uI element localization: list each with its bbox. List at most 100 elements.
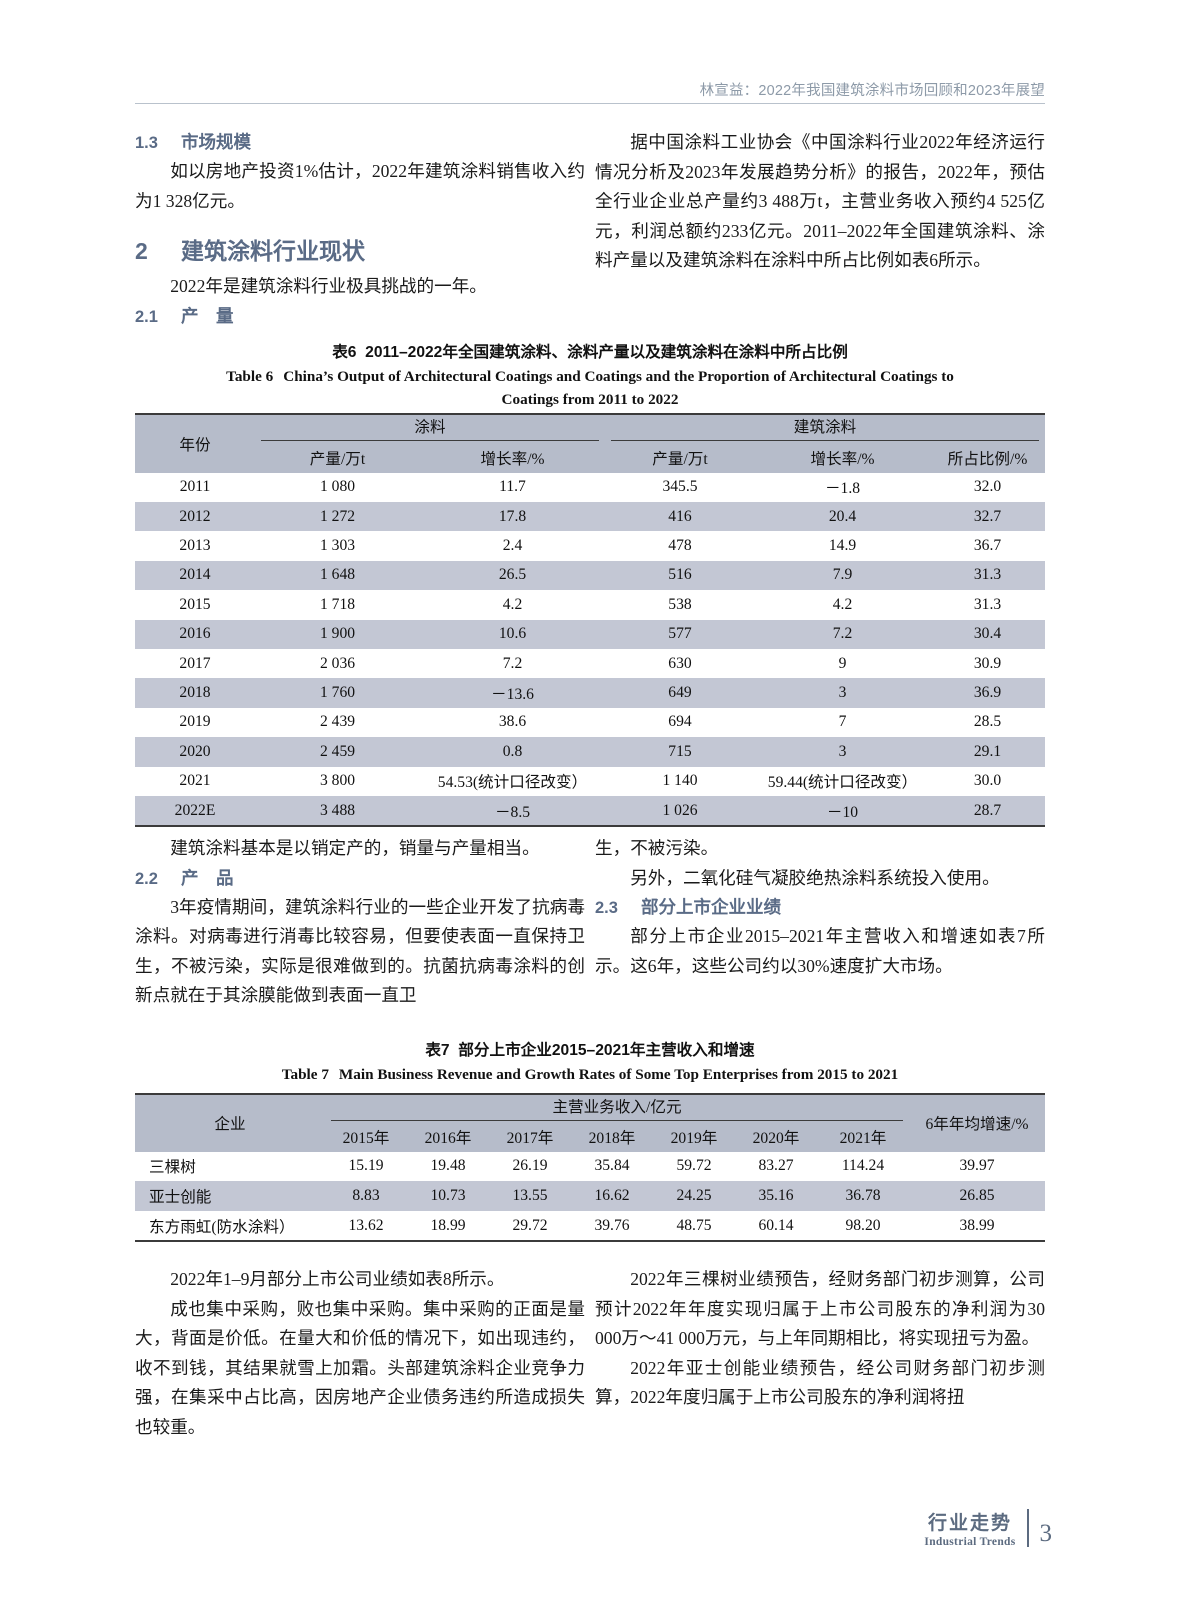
table6-th-sub-0: 产量/万t bbox=[309, 450, 366, 468]
table-row: 东方雨虹(防水涂料） 13.62 18.99 29.72 39.76 48.75 60.14… bbox=[135, 1210, 1045, 1241]
table7-cell-revenue-4: 24.25 bbox=[676, 1186, 712, 1204]
table6-cell-year: 2020 bbox=[179, 742, 211, 760]
heading-2-3-number: 2.3 bbox=[595, 899, 618, 918]
table6-th-coatings: 涂料 bbox=[255, 415, 605, 443]
table-row: 2014 1 648 26.5 516 7.9 31.3 bbox=[135, 560, 1045, 591]
table7-th-cagr: 6年年均增速/% bbox=[925, 1116, 1029, 1134]
table6-cell-year: 2019 bbox=[179, 713, 211, 731]
paragraph-2: 2022年是建筑涂料行业极具挑战的一年。 bbox=[170, 276, 487, 297]
table-row: 三棵树 15.19 19.48 26.19 35.84 59.72 83.27 114.24 3… bbox=[135, 1151, 1045, 1182]
table7-cell-cagr: 38.99 bbox=[959, 1216, 995, 1234]
header-divider bbox=[135, 103, 1045, 104]
table6-cell-share: 31.3 bbox=[973, 566, 1002, 584]
table6-cell-coatings-growth: 2.4 bbox=[502, 537, 523, 555]
table7-th-enterprise: 企业 bbox=[214, 1116, 246, 1134]
table6-cell-coatings-growth: 7.2 bbox=[502, 654, 523, 672]
table7-cell-revenue-6: 98.20 bbox=[845, 1216, 881, 1234]
table6-label-cn: 表6 bbox=[332, 344, 357, 361]
table6-cell-arch-growth: 9 bbox=[838, 654, 847, 672]
table6-cell-arch-growth: －10 bbox=[826, 803, 859, 821]
table7-th-year-0: 2015年 bbox=[342, 1130, 390, 1148]
heading-2-title: 建筑涂料行业现状 bbox=[181, 238, 365, 265]
table6-cell-coatings-output: 2 459 bbox=[319, 742, 356, 760]
table7-th-revenue-text: 主营业务收入/亿元 bbox=[331, 1095, 903, 1121]
table-row: 2016 1 900 10.6 577 7.2 30.4 bbox=[135, 619, 1045, 649]
table6-th-arch: 建筑涂料 bbox=[605, 415, 1045, 443]
table6-cell-arch-output: 715 bbox=[668, 742, 692, 760]
table6: 年份 涂料 建筑涂料 产量/万t 增长率/% 产量/万t 增长率/% 所占比例/… bbox=[135, 413, 1045, 827]
table6-cell-coatings-growth: 17.8 bbox=[498, 507, 527, 525]
table7-caption: 表7 部分上市企业2015–2021年主营收入和增速 Table 7 Main B… bbox=[135, 1039, 1045, 1086]
paragraph-right-cont-2: 另外，二氧化硅气凝胶绝热涂料系统投入使用。 bbox=[630, 867, 1000, 888]
table7-cell-revenue-2: 13.55 bbox=[512, 1186, 548, 1204]
table6-cell-coatings-output: 1 648 bbox=[319, 566, 356, 584]
table7-label-en: Table 7 bbox=[281, 1066, 329, 1083]
table6-cell-share: 32.0 bbox=[973, 478, 1002, 496]
heading-2-1-title: 产 量 bbox=[181, 305, 234, 326]
table6-cell-coatings-output: 1 080 bbox=[319, 478, 356, 496]
table-row: 2012 1 272 17.8 416 20.4 32.7 bbox=[135, 501, 1045, 532]
table7-body: 三棵树 15.19 19.48 26.19 35.84 59.72 83.27 114.24 3… bbox=[135, 1151, 1045, 1241]
table6-th-arch-text: 建筑涂料 bbox=[611, 415, 1039, 441]
table7-cell-revenue-3: 39.76 bbox=[594, 1216, 630, 1234]
heading-2-2-number: 2.2 bbox=[135, 869, 158, 888]
table7-th-year-4: 2019年 bbox=[670, 1130, 718, 1148]
table6-cell-share: 28.5 bbox=[973, 713, 1002, 731]
table7-cell-revenue-0: 15.19 bbox=[348, 1157, 384, 1175]
table6-caption-en-line1: Table 6 China’s Output of Architectural C… bbox=[135, 365, 1045, 388]
table6-caption-en-line2: Coatings from 2011 to 2022 bbox=[135, 388, 1045, 411]
table6-cell-share: 30.0 bbox=[973, 772, 1002, 790]
paragraph-bottom-left-1: 2022年1–9月部分上市公司业绩如表8所示。 bbox=[170, 1269, 505, 1289]
page-footer: 行业走势 Industrial Trends 3 bbox=[924, 1509, 1052, 1548]
paragraph-bottom-right-2: 2022年亚士创能业绩预告，经公司财务部门初步测算，2022年度归属于上市公司股… bbox=[595, 1357, 1045, 1408]
table7-th-year-5: 2020年 bbox=[752, 1130, 800, 1148]
table6-title-en-1: China’s Output of Architectural Coatings… bbox=[283, 368, 954, 385]
heading-1-3: 1.3 市场规模 bbox=[135, 128, 585, 157]
table7-cell-revenue-6: 114.24 bbox=[841, 1157, 885, 1175]
table6-cell-arch-growth: 7.9 bbox=[832, 566, 853, 584]
table7-cell-revenue-4: 48.75 bbox=[676, 1216, 712, 1234]
table7-title-cn: 部分上市企业2015–2021年主营收入和增速 bbox=[458, 1042, 755, 1059]
table7-cell-enterprise: 东方雨虹(防水涂料） bbox=[149, 1218, 295, 1236]
table6-cell-share: 30.4 bbox=[973, 625, 1002, 643]
table6-cell-arch-growth: 7.2 bbox=[832, 625, 853, 643]
footer-brand-cn: 行业走势 bbox=[927, 1513, 1012, 1534]
table6-cell-coatings-output: 1 760 bbox=[319, 684, 356, 702]
table7-cell-revenue-4: 59.72 bbox=[676, 1157, 712, 1175]
table6-cell-arch-output: 694 bbox=[668, 713, 692, 731]
table7-header-row-groups: 企业 主营业务收入/亿元 6年年均增速/% bbox=[135, 1094, 1045, 1133]
paragraph-right-intro: 据中国涂料工业协会《中国涂料行业2022年经济运行情况分析及2023年发展趋势分… bbox=[595, 132, 1045, 271]
table6-cell-share: 30.9 bbox=[973, 654, 1002, 672]
table6-title-cn: 2011–2022年全国建筑涂料、涂料产量以及建筑涂料在涂料中所占比例 bbox=[365, 344, 848, 361]
table7-cell-revenue-2: 26.19 bbox=[512, 1157, 548, 1175]
table7-cell-revenue-0: 13.62 bbox=[348, 1216, 384, 1234]
table7-cell-cagr: 26.85 bbox=[959, 1186, 995, 1204]
table-row: 2018 1 760 －13.6 649 3 36.9 bbox=[135, 678, 1045, 708]
table-row: 2019 2 439 38.6 694 7 28.5 bbox=[135, 707, 1045, 738]
heading-2-2-title: 产 品 bbox=[181, 867, 234, 888]
table6-cell-coatings-output: 1 303 bbox=[319, 537, 356, 555]
table6-cell-year: 2016 bbox=[179, 625, 211, 643]
table6-cell-share: 28.7 bbox=[973, 801, 1002, 819]
table6-th-coatings-text: 涂料 bbox=[261, 415, 599, 441]
table7-th-year-6: 2021年 bbox=[839, 1130, 887, 1148]
table-row: 2011 1 080 11.7 345.5 －1.8 32.0 bbox=[135, 472, 1045, 502]
table6-cell-year: 2012 bbox=[179, 507, 211, 525]
paragraph-2-3: 部分上市企业2015–2021年主营收入和增速如表7所示。这6年，这些公司约以3… bbox=[595, 926, 1045, 976]
table6-grid: 年份 涂料 建筑涂料 产量/万t 增长率/% 产量/万t 增长率/% 所占比例/… bbox=[135, 414, 1045, 826]
table6-cell-coatings-output: 2 439 bbox=[319, 713, 356, 731]
heading-2-number: 2 bbox=[135, 238, 148, 265]
table6-cell-arch-output: 630 bbox=[668, 654, 692, 672]
table6-top-rule bbox=[135, 413, 1045, 415]
table7-th-revenue: 主营业务收入/亿元 bbox=[325, 1095, 909, 1123]
table6-cell-arch-growth: 3 bbox=[838, 684, 847, 702]
table6-cell-share: 32.7 bbox=[973, 507, 1002, 525]
table6-cell-coatings-growth: －13.6 bbox=[491, 686, 534, 704]
table6-cell-arch-growth: 59.44(统计口径改变） bbox=[767, 774, 918, 792]
table6-cell-arch-output: 538 bbox=[668, 595, 692, 613]
table6-cell-year: 2015 bbox=[179, 595, 211, 613]
table6-cell-year: 2011 bbox=[179, 478, 211, 496]
table6-cell-arch-growth: 3 bbox=[838, 742, 847, 760]
table6-cell-arch-growth: 20.4 bbox=[828, 507, 857, 525]
table6-cell-coatings-growth: 26.5 bbox=[498, 566, 527, 584]
